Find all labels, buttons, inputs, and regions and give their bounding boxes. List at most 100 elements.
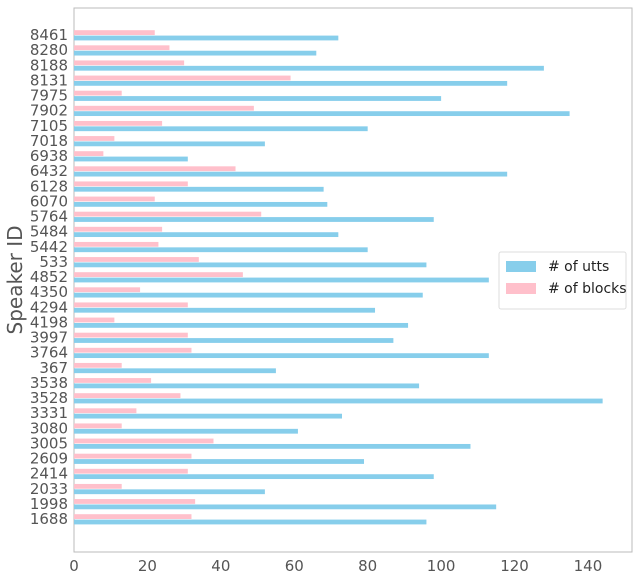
bar-utts-3764 [74,353,489,359]
bar-utts-7902 [74,111,570,117]
y-tick-label-2033: 2033 [30,480,68,498]
bar-utts-3997 [74,338,394,343]
y-tick-label-1688: 1688 [30,510,68,528]
x-tick-label-0: 0 [69,557,79,575]
bar-utts-8188 [74,65,544,71]
bar-blocks-8188 [74,60,185,66]
x-tick-label-20: 20 [138,557,157,575]
bar-blocks-5484 [74,226,163,232]
bar-utts-8131 [74,80,508,86]
x-tick-label-140: 140 [574,557,603,575]
bar-utts-1998 [74,504,497,510]
bar-utts-6070 [74,201,328,207]
y-tick-label-8280: 8280 [30,41,68,59]
y-tick-label-3528: 3528 [30,389,68,407]
bar-utts-4350 [74,292,423,298]
bar-blocks-2609 [74,453,192,459]
y-tick-label-6070: 6070 [30,192,68,210]
y-tick-label-5764: 5764 [30,208,68,226]
bar-blocks-6432 [74,166,236,172]
bar-utts-2609 [74,459,365,464]
bar-utts-3528 [74,398,603,404]
bar-blocks-6128 [74,181,188,187]
y-tick-label-4852: 4852 [30,268,68,286]
bar-blocks-367 [74,362,122,368]
bar-blocks-4198 [74,317,115,323]
bar-blocks-4294 [74,302,188,308]
bar-utts-3538 [74,383,420,389]
y-tick-label-7975: 7975 [30,87,68,105]
bar-blocks-7975 [74,90,122,96]
bar-utts-4852 [74,277,489,283]
bar-utts-6128 [74,186,324,192]
y-tick-label-1998: 1998 [30,495,68,513]
bar-utts-4198 [74,322,409,328]
y-tick-label-7018: 7018 [30,132,68,150]
y-tick-label-3331: 3331 [30,404,68,422]
x-tick-label-60: 60 [285,557,304,575]
y-tick-label-2414: 2414 [30,465,68,483]
bar-utts-7018 [74,141,265,147]
bar-blocks-8280 [74,45,170,51]
bar-blocks-3528 [74,393,181,398]
x-tick-label-40: 40 [211,557,230,575]
bar-utts-533 [74,262,427,268]
bar-blocks-3005 [74,438,214,444]
x-tick-labels: 0 20 40 60 80 100 120 140 [69,557,602,575]
y-tick-label-4294: 4294 [30,298,68,316]
bar-blocks-7105 [74,120,163,126]
y-tick-label-367: 367 [39,359,68,377]
bar-utts-7105 [74,126,368,132]
bar-utts-7975 [74,96,442,101]
x-tick-label-120: 120 [500,557,529,575]
x-tick-label-80: 80 [358,557,377,575]
bar-blocks-6938 [74,151,104,156]
bar-utts-3080 [74,428,298,434]
bar-blocks-3538 [74,378,152,383]
bar-blocks-5764 [74,211,262,217]
bar-blocks-3080 [74,423,122,429]
bar-blocks-2033 [74,483,122,489]
legend: # of utts # of blocks [498,251,627,310]
bar-utts-367 [74,368,276,374]
bar-blocks-2414 [74,468,188,474]
bar-utts-5764 [74,217,434,222]
legend-label-blocks: # of blocks [548,281,627,297]
y-tick-label-4198: 4198 [30,313,68,331]
bar-blocks-3764 [74,347,192,353]
y-tick-labels: 1688199820332414260930053080333135283538… [30,26,68,528]
y-tick-label-4350: 4350 [30,283,68,301]
bar-utts-6432 [74,171,508,177]
y-tick-label-3080: 3080 [30,419,68,437]
bar-utts-1688 [74,519,427,525]
bar-utts-4294 [74,307,376,313]
y-tick-label-8461: 8461 [30,26,68,44]
legend-swatch-blocks [506,283,536,294]
bar-utts-3331 [74,413,342,419]
y-tick-label-7105: 7105 [30,117,68,135]
bar-blocks-4852 [74,272,243,277]
bars-layer [74,30,603,525]
y-tick-label-3538: 3538 [30,374,68,392]
bar-blocks-6070 [74,196,155,202]
bar-blocks-3331 [74,408,137,414]
y-tick-label-6432: 6432 [30,162,68,180]
legend-label-utts: # of utts [548,259,609,275]
y-tick-label-3764: 3764 [30,344,68,362]
bar-utts-2414 [74,474,434,480]
bar-utts-8280 [74,50,317,56]
bar-blocks-8131 [74,75,291,81]
bar-blocks-1998 [74,499,196,504]
bar-blocks-7018 [74,136,115,141]
y-tick-label-2609: 2609 [30,450,68,468]
y-tick-label-3005: 3005 [30,434,68,452]
bar-blocks-3997 [74,332,188,338]
bar-utts-8461 [74,35,339,41]
bar-utts-3005 [74,443,471,449]
bar-utts-5484 [74,232,339,238]
bar-blocks-5442 [74,241,159,247]
y-tick-label-5442: 5442 [30,238,68,256]
y-tick-label-8131: 8131 [30,71,68,89]
